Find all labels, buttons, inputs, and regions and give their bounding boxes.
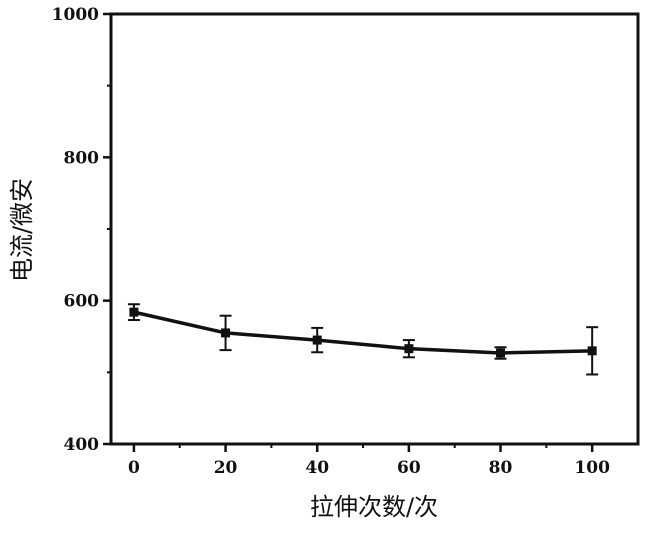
data-point: [404, 344, 414, 354]
x-tick-label: 60: [397, 458, 421, 478]
y-tick-label: 800: [64, 148, 100, 168]
plot-frame: [109, 12, 640, 446]
x-axis-ticks: 0 20 40 60 80 100: [128, 444, 610, 478]
x-axis-title: 拉伸次数/次: [310, 493, 438, 521]
y-axis-ticks: 400 600 800 1000: [52, 5, 111, 455]
y-tick-label: 600: [64, 292, 100, 312]
data-point: [312, 335, 322, 345]
data-point: [496, 348, 506, 358]
data-point: [587, 346, 597, 356]
x-tick-label: 100: [574, 458, 610, 478]
x-tick-label: 0: [128, 458, 140, 478]
y-tick-label: 400: [64, 435, 100, 455]
data-point: [221, 328, 231, 338]
data-point: [129, 307, 139, 317]
series-line: [133, 310, 593, 355]
series-layer: [127, 303, 599, 376]
x-tick-label: 20: [214, 458, 238, 478]
x-tick-label: 80: [489, 458, 513, 478]
y-axis-title: 电流/微安: [8, 178, 36, 282]
y-tick-label: 1000: [52, 5, 99, 25]
x-tick-label: 40: [305, 458, 329, 478]
